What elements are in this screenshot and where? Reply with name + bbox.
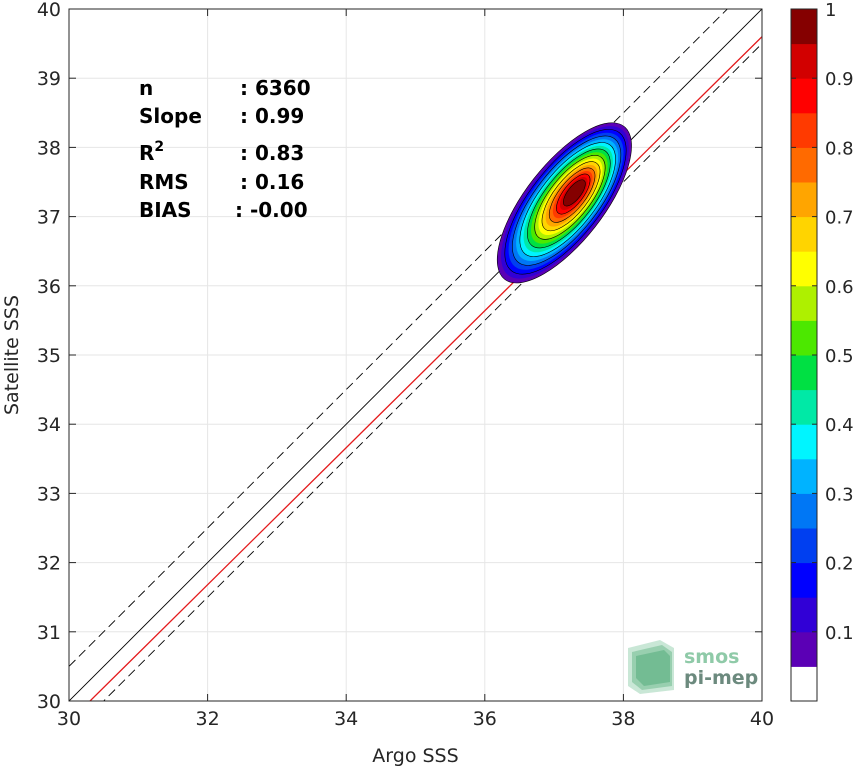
colorbar-segment <box>791 216 817 252</box>
colorbar-tick-label: 0.1 <box>825 623 854 644</box>
y-tick-label: 35 <box>37 345 61 367</box>
colorbar-tick-label: 0.3 <box>825 484 854 505</box>
colorbar-segment <box>791 666 817 702</box>
stat-label-text: n <box>139 76 153 100</box>
identity-line <box>69 9 762 701</box>
colorbar-tick-label: 0.6 <box>825 277 854 298</box>
y-tick-label: 32 <box>37 553 61 575</box>
colorbar-segment <box>791 182 817 218</box>
stat-label: Slope <box>139 104 202 128</box>
colorbar-segment <box>791 597 817 633</box>
colorbar-segment <box>791 631 817 667</box>
stat-value: : 0.83 <box>240 141 304 165</box>
y-tick-label: 36 <box>37 276 61 298</box>
stat-value: : 0.99 <box>240 104 304 128</box>
y-tick-label: 33 <box>37 483 61 505</box>
colorbar-segment <box>791 147 817 183</box>
colorbar: 0.1 0.2 0.3 0.4 0.5 0.6 0.7 0.8 0.9 1 <box>790 0 854 702</box>
stat-label-text: R <box>139 141 154 165</box>
colorbar-tick-label: 0.2 <box>825 554 854 575</box>
density-contours <box>496 122 632 284</box>
y-tick-label: 39 <box>37 68 61 90</box>
colorbar-segment <box>791 355 817 391</box>
stat-label-text: BIAS <box>139 198 192 222</box>
stat-label: RMS <box>139 170 189 194</box>
colorbar-segment <box>791 78 817 114</box>
colorbar-segment <box>791 112 817 148</box>
colorbar-segment <box>791 251 817 287</box>
statistics-box: n : 6360 Slope : 0.99 R2 : 0.83 RMS : 0.16 BIAS:… <box>139 76 311 222</box>
logo-text-pimep: pi-mep <box>684 667 758 689</box>
colorbar-tick-label: 0.4 <box>825 415 854 436</box>
colorbar-segment <box>791 424 817 460</box>
y-tick-label: 37 <box>37 207 61 229</box>
regression-line <box>89 35 762 701</box>
axis-ticks: 30 32 34 36 38 40 30 31 32 33 34 35 36 37 38 39 40 <box>37 0 774 730</box>
x-axis-label: Argo SSS <box>372 745 458 767</box>
colorbar-segment <box>791 320 817 356</box>
y-axis-label: Satellite SSS <box>1 295 23 415</box>
stat-label: BIAS <box>139 198 192 222</box>
y-tick-label: 40 <box>37 0 61 21</box>
colorbar-tick-label: 0.7 <box>825 208 854 229</box>
stat-value: : -0.00 <box>235 198 308 222</box>
colorbar-segment <box>791 562 817 598</box>
x-tick-label: 32 <box>196 708 220 730</box>
colorbar-tick-label: 1 <box>825 0 836 21</box>
stat-value: : 6360 <box>240 76 311 100</box>
logo-text-smos: smos <box>684 646 739 668</box>
colorbar-segment <box>791 43 817 79</box>
stat-label: n <box>139 76 153 100</box>
colorbar-segment <box>791 458 817 494</box>
colorbar-tick-label: 0.9 <box>825 69 854 90</box>
colorbar-tick-label: 0.5 <box>825 346 854 367</box>
x-tick-label: 36 <box>473 708 497 730</box>
colorbar-segment <box>791 528 817 564</box>
x-tick-label: 40 <box>750 708 774 730</box>
colorbar-tick-label: 0.8 <box>825 138 854 159</box>
density-level-19 <box>562 179 586 207</box>
y-tick-label: 30 <box>37 691 61 713</box>
y-tick-label: 34 <box>37 414 61 436</box>
x-tick-label: 38 <box>611 708 635 730</box>
colorbar-segment <box>791 389 817 425</box>
reference-lines <box>69 9 762 701</box>
x-tick-label: 34 <box>334 708 358 730</box>
grid <box>68 8 763 702</box>
colorbar-segment <box>791 285 817 321</box>
stat-label-superscript: 2 <box>154 139 164 155</box>
colorbar-segment <box>791 9 817 45</box>
stat-label: R2 <box>139 139 164 165</box>
y-tick-label: 31 <box>37 622 61 644</box>
stat-label-text: RMS <box>139 170 189 194</box>
stat-value: : 0.16 <box>240 170 304 194</box>
logo-mark-layer <box>636 650 670 686</box>
x-tick-label: 30 <box>57 708 81 730</box>
colorbar-segment <box>791 493 817 529</box>
y-tick-label: 38 <box>37 137 61 159</box>
stat-label-text: Slope <box>139 104 202 128</box>
